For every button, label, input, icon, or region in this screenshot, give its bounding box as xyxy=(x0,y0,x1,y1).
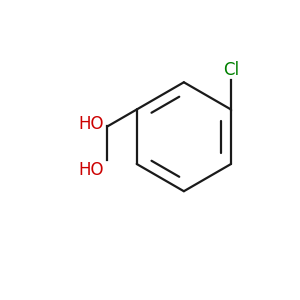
Text: HO: HO xyxy=(78,161,104,179)
Text: Cl: Cl xyxy=(223,61,239,79)
Text: HO: HO xyxy=(78,115,104,133)
